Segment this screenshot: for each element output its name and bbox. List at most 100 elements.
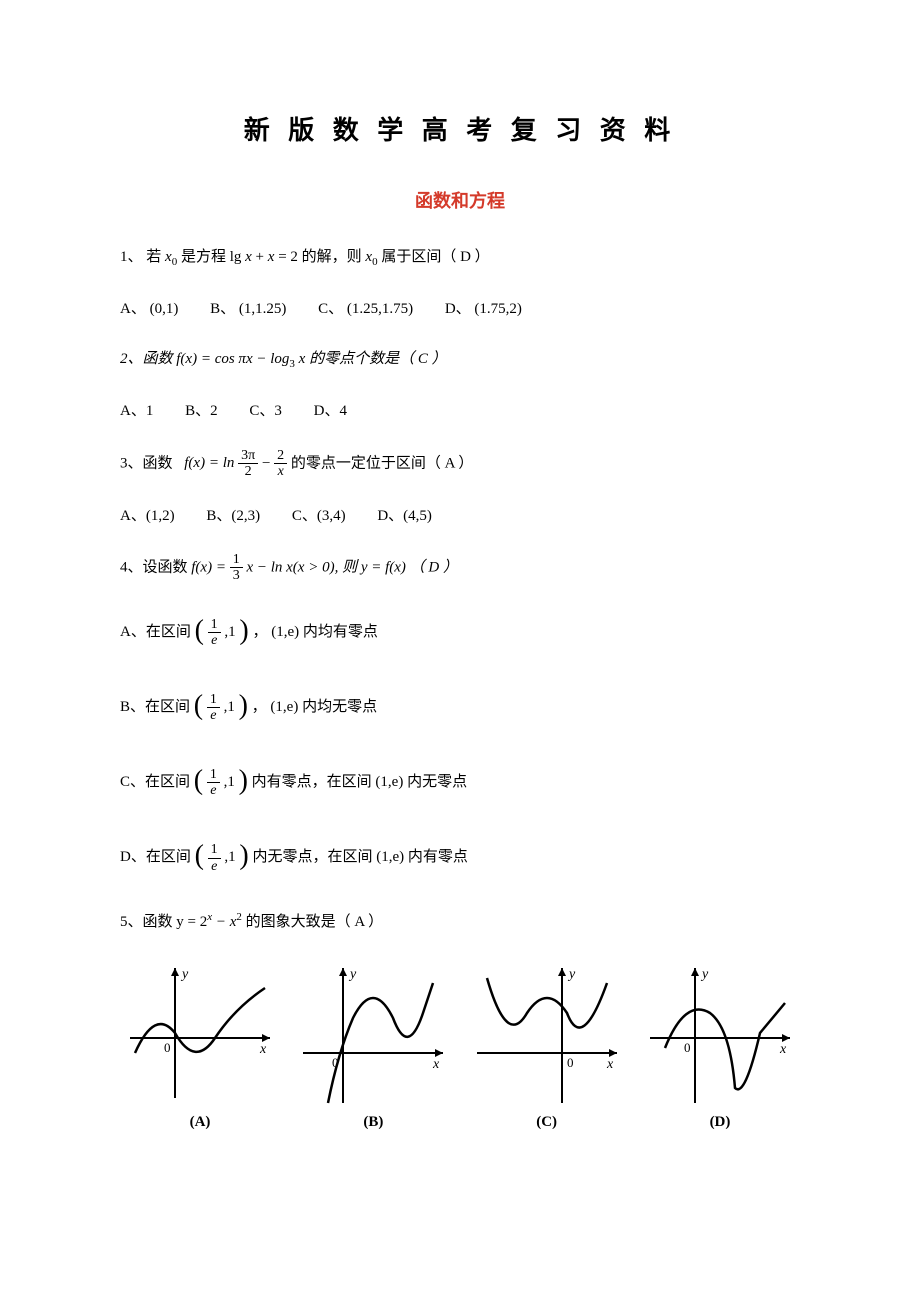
q3-fx: f(x) = ln xyxy=(184,455,234,471)
q1-mid3: = 2 的解，则 xyxy=(278,249,361,265)
q4c-frac: 1e xyxy=(207,767,220,799)
q4a-int: ,1 xyxy=(224,624,235,640)
q4-mid: x − ln x(x > 0), 则 y = f(x) （ D ） xyxy=(246,559,458,575)
origin-label: 0 xyxy=(684,1040,691,1055)
q3-den1: 2 xyxy=(238,464,258,479)
chart-c-label: (C) xyxy=(467,1114,627,1131)
q4d-pre: D、在区间 xyxy=(120,849,191,865)
q4c-n: 1 xyxy=(207,767,220,783)
y-axis-label: y xyxy=(180,967,189,982)
q4-frac: 1 3 xyxy=(230,552,243,584)
q1-sub03: 0 xyxy=(372,256,378,268)
q4-den: 3 xyxy=(230,568,243,583)
rparen-icon: ) xyxy=(239,690,248,721)
question-3: 3、函数 f(x) = ln 3π 2 − 2 x 的零点一定位于区间（ A ） xyxy=(120,448,800,480)
q3-frac1: 3π 2 xyxy=(238,448,258,480)
rparen-icon: ) xyxy=(239,765,248,796)
page-subtitle: 函数和方程 xyxy=(120,187,800,213)
q4d-d: e xyxy=(208,859,221,874)
chart-a: y x 0 (A) xyxy=(120,958,280,1131)
q4-fx: f(x) = xyxy=(191,559,229,575)
rparen-icon: ) xyxy=(239,615,248,646)
q3-opt-a: A、(1,2) xyxy=(120,508,175,524)
q4b-n: 1 xyxy=(207,692,220,708)
q4-opt-c: C、在区间 ( 1e ,1 ) 内有零点，在区间 (1,e) 内无零点 xyxy=(120,756,800,809)
q3-options: A、(1,2) B、(2,3) C、(3,4) D、(4,5) xyxy=(120,502,800,531)
q4b-int: ,1 xyxy=(224,699,235,715)
q4a-n: 1 xyxy=(208,617,221,633)
lparen-icon: ( xyxy=(194,690,203,721)
q2-opt-d: D、4 xyxy=(314,403,347,419)
q4-num: 1 xyxy=(230,552,243,568)
q4d-n: 1 xyxy=(208,842,221,858)
q4b-d: e xyxy=(207,708,220,723)
q1-options: A、 (0,1) B、 (1,1.25) C、 (1.25,1.75) D、 (… xyxy=(120,295,800,324)
x-axis-label: x xyxy=(779,1042,787,1057)
lparen-icon: ( xyxy=(195,615,204,646)
q3-opt-c: C、(3,4) xyxy=(292,508,346,524)
page-title: 新 版 数 学 高 考 复 习 资 料 xyxy=(120,110,800,147)
q1-opt-c: C、 (1.25,1.75) xyxy=(318,301,413,317)
q2-post: x 的零点个数是（ C ） xyxy=(295,351,447,367)
q4b-frac: 1e xyxy=(207,692,220,724)
q1-x1: x xyxy=(245,249,252,265)
q1-mid1: 是方程 lg xyxy=(181,249,245,265)
q4-opt-a: A、在区间 ( 1e ,1 ) ， (1,e) 内均有零点 xyxy=(120,606,800,659)
origin-label: 0 xyxy=(164,1040,171,1055)
q1-x0: x xyxy=(165,249,172,265)
q1-mid4: 属于区间（ D ） xyxy=(381,249,489,265)
q3-num1: 3π xyxy=(238,448,258,464)
x-axis-label: x xyxy=(259,1042,267,1057)
q4-pre: 4、设函数 xyxy=(120,559,191,575)
q1-num: 1、 xyxy=(120,249,143,265)
question-4: 4、设函数 f(x) = 1 3 x − ln x(x > 0), 则 y = … xyxy=(120,552,800,584)
y-axis-label: y xyxy=(567,967,576,982)
q1-mid2: + xyxy=(256,249,268,265)
q4c-d: e xyxy=(207,783,220,798)
q5-mid: − x xyxy=(212,914,236,930)
x-axis-label: x xyxy=(606,1057,614,1072)
question-2: 2、函数 f(x) = cos πx − log3 x 的零点个数是（ C ） xyxy=(120,345,800,375)
chart-d-label: (D) xyxy=(640,1114,800,1131)
origin-label: 0 xyxy=(567,1055,574,1070)
chart-b: y x 0 (B) xyxy=(293,958,453,1131)
rparen-icon: ) xyxy=(239,840,248,871)
q5-text: 5、函数 y = 2 xyxy=(120,914,207,930)
q3-opt-d: D、(4,5) xyxy=(377,508,432,524)
q4d-int: ,1 xyxy=(224,849,235,865)
chart-b-label: (B) xyxy=(293,1114,453,1131)
q3-opt-b: B、(2,3) xyxy=(206,508,260,524)
q4c-pre: C、在区间 xyxy=(120,774,190,790)
q4b-pre: B、在区间 xyxy=(120,699,190,715)
q4-opt-d: D、在区间 ( 1e ,1 ) 内无零点，在区间 (1,e) 内有零点 xyxy=(120,831,800,884)
q1-pre: 若 xyxy=(146,249,161,265)
q3-num2: 2 xyxy=(274,448,287,464)
q1-sub0: 0 xyxy=(172,256,178,268)
q4c-int: ,1 xyxy=(224,774,235,790)
q4a-d: e xyxy=(208,633,221,648)
q4d-mid: 内无零点，在区间 (1,e) 内有零点 xyxy=(253,849,468,865)
lparen-icon: ( xyxy=(194,765,203,796)
chart-c: y x 0 (C) xyxy=(467,958,627,1131)
chart-row: y x 0 (A) y x 0 (B) y x 0 xyxy=(120,958,800,1131)
q4c-mid: 内有零点，在区间 (1,e) 内无零点 xyxy=(252,774,467,790)
q1-opt-d: D、 (1.75,2) xyxy=(445,301,522,317)
question-1: 1、 若 x0 是方程 lg x + x = 2 的解，则 x0 属于区间（ D… xyxy=(120,243,800,273)
chart-a-label: (A) xyxy=(120,1114,280,1131)
q4a-frac: 1e xyxy=(208,617,221,649)
q1-x2: x xyxy=(268,249,275,265)
q5-post: 的图象大致是（ A ） xyxy=(242,914,383,930)
q4a-pre: A、在区间 xyxy=(120,624,191,640)
q3-post: 的零点一定位于区间（ A ） xyxy=(291,455,474,471)
q4d-frac: 1e xyxy=(208,842,221,874)
q2-opt-c: C、3 xyxy=(249,403,282,419)
y-axis-label: y xyxy=(348,967,357,982)
q4-opt-b: B、在区间 ( 1e ,1 ) ， (1,e) 内均无零点 xyxy=(120,681,800,734)
lparen-icon: ( xyxy=(195,840,204,871)
q2-options: A、1 B、2 C、3 D、4 xyxy=(120,397,800,426)
q2-opt-b: B、2 xyxy=(185,403,218,419)
y-axis-label: y xyxy=(700,967,709,982)
q3-frac2: 2 x xyxy=(274,448,287,480)
question-5: 5、函数 y = 2x − x2 的图象大致是（ A ） xyxy=(120,907,800,937)
q4a-mid: ， (1,e) 内均有零点 xyxy=(253,624,378,640)
